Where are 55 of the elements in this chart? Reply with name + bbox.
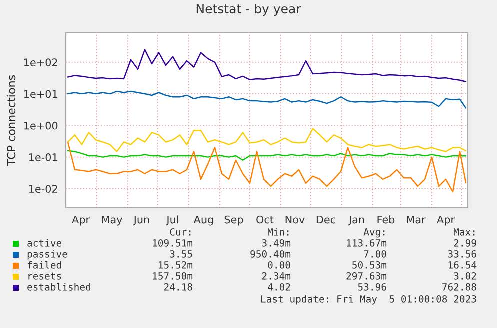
text: 15.52m	[159, 261, 193, 269]
text: Cur:	[170, 228, 191, 236]
x-tick-label: Jul	[166, 216, 178, 226]
y-tick-label: 1e+00	[24, 122, 58, 130]
text: 24.18	[164, 283, 192, 291]
legend-label: resets	[28, 272, 62, 280]
x-tick-label: Aug	[194, 216, 214, 226]
text: 50.53m	[352, 261, 387, 269]
legend-label: active	[28, 239, 62, 247]
y-tick-label: 1e+01	[24, 90, 58, 98]
text: 109.51m	[153, 239, 193, 247]
legend-label: passive	[28, 250, 68, 260]
text: 113.67m	[347, 239, 387, 247]
text: 157.50m	[153, 272, 193, 280]
y-axis-title: TCP connections	[7, 75, 16, 166]
y-tick-label: 1e-02	[29, 185, 58, 194]
text: 3.49m	[262, 239, 291, 247]
x-tick-label: Dec	[316, 216, 336, 224]
y-tick-label: 1e-01	[29, 154, 58, 162]
text: 7.00	[364, 250, 386, 258]
text: 4.02	[268, 283, 290, 291]
text: 53.96	[358, 283, 386, 291]
text: 2.99	[454, 239, 476, 247]
line-series	[67, 128, 467, 152]
x-tick-label: Jun	[133, 216, 150, 226]
x-tick-label: Oct	[256, 216, 274, 224]
legend-label: failed	[28, 261, 62, 269]
text: 3.02	[454, 272, 476, 280]
line-series	[67, 142, 467, 193]
line-series	[67, 90, 467, 109]
x-tick-label: Jan	[348, 216, 364, 226]
line-series	[67, 150, 467, 162]
line-series	[67, 49, 467, 83]
y-tick-label: 1e+02	[24, 58, 58, 67]
chart-title: Netstat - by year	[196, 4, 302, 16]
text: 950.40m	[250, 250, 291, 258]
text: Max:	[454, 228, 475, 236]
text: 16.54	[448, 261, 477, 269]
text: 33.56	[448, 250, 476, 258]
text: 0.00	[268, 261, 290, 269]
text: Min:	[268, 228, 289, 236]
x-tick-label: May	[102, 216, 122, 226]
text: 2.34m	[262, 272, 291, 280]
x-tick-label: Mar	[407, 216, 426, 224]
text: Avg:	[364, 228, 385, 238]
text: Last update: Fri May 5 01:00:08 2023	[261, 295, 476, 305]
x-tick-label: Apr	[72, 216, 90, 226]
x-tick-label: Feb	[378, 216, 395, 224]
text: 3.55	[170, 250, 192, 258]
text: 762.88	[442, 283, 476, 291]
x-tick-label: Apr	[437, 216, 456, 226]
x-tick-label: Sep	[224, 216, 244, 226]
text: 297.63m	[346, 272, 387, 280]
x-tick-label: Nov	[286, 216, 305, 224]
legend-label: established	[28, 283, 90, 291]
